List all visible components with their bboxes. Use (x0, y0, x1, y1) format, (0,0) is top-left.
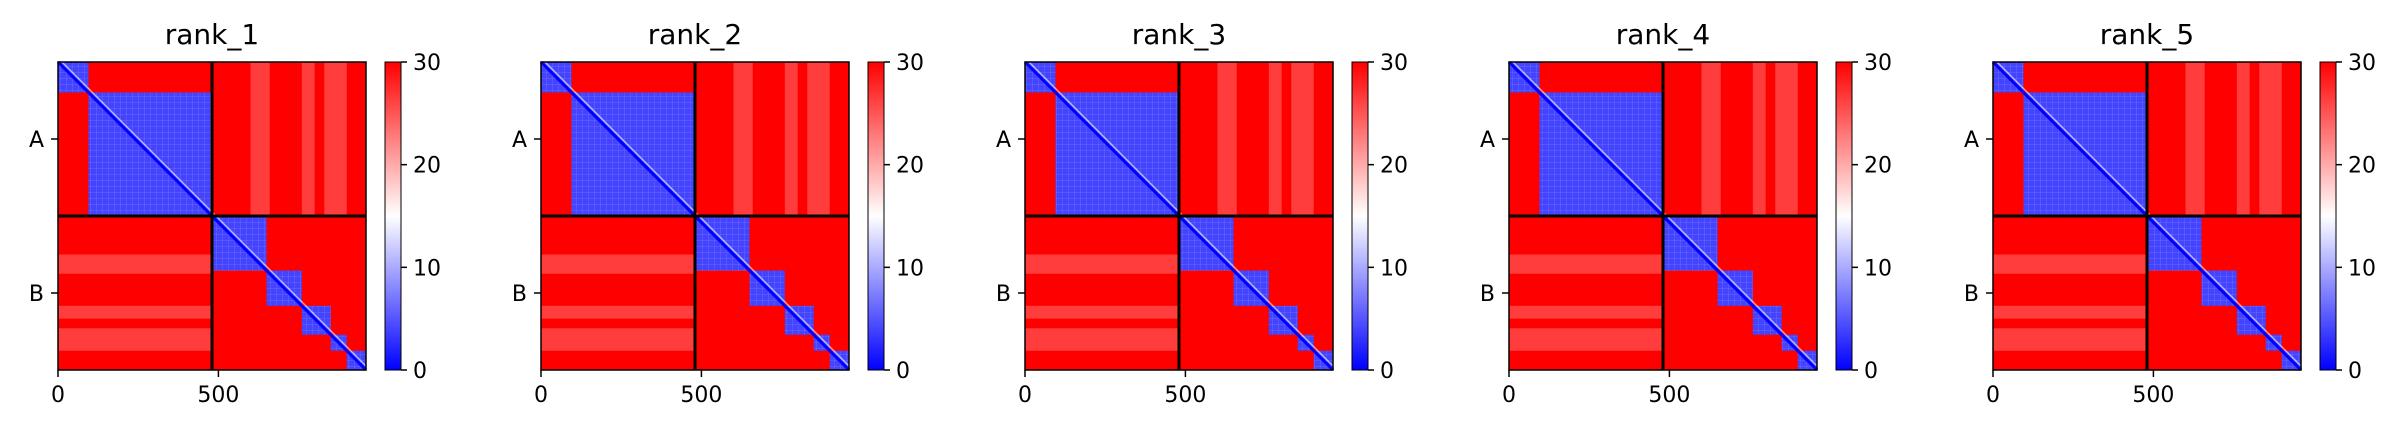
colorbar (2319, 61, 2337, 371)
inter-chain-streak (807, 62, 830, 216)
colorbar-tick-label: 0 (2348, 359, 2362, 384)
colorbar (867, 61, 885, 371)
chain-label: A (1480, 128, 1495, 153)
pae-panel-5: rank_5 0 500 A B 0 10 20 30 (1964, 18, 2376, 408)
chain-label: B (512, 282, 527, 307)
panel-title: rank_2 (648, 18, 742, 51)
panel-title: rank_5 (2100, 18, 2194, 51)
colorbar-tick-label: 0 (896, 359, 910, 384)
inter-chain-streak (1217, 62, 1237, 216)
x-tick-label: 500 (680, 383, 722, 408)
chain-label: A (29, 128, 44, 153)
inter-chain-streak (1025, 305, 1179, 319)
inter-chain-streak (2236, 62, 2250, 216)
colorbar (1835, 61, 1853, 371)
x-tick-label: 0 (534, 383, 548, 408)
inter-chain-streak (2259, 62, 2282, 216)
inter-chain-streak (301, 62, 315, 216)
inter-chain-streak (1509, 254, 1663, 274)
colorbar-tick-label: 10 (2348, 256, 2376, 281)
x-tick-label: 0 (51, 383, 65, 408)
inter-chain-streak (1509, 305, 1663, 319)
inter-chain-streak (1291, 62, 1314, 216)
inter-chain-streak (784, 62, 798, 216)
chain-label: B (1964, 282, 1979, 307)
pae-panel-3: rank_3 0 500 A B 0 10 20 30 (996, 18, 1408, 408)
colorbar-tick-label: 20 (1864, 154, 1892, 179)
colorbar-tick-label: 10 (896, 256, 924, 281)
x-tick-label: 500 (1648, 383, 1690, 408)
diagonal-highlight (1996, 61, 2302, 367)
colorbar-tick-label: 20 (896, 154, 924, 179)
x-tick-label: 500 (197, 383, 239, 408)
chain-label: A (1964, 128, 1979, 153)
pae-panel-4: rank_4 0 500 A B 0 10 20 30 (1480, 18, 1892, 408)
inter-chain-streak (1993, 254, 2147, 274)
inter-chain-streak (58, 328, 212, 351)
panel-title: rank_1 (165, 18, 259, 51)
colorbar-tick-label: 0 (1380, 359, 1394, 384)
colorbar-tick-label: 0 (413, 359, 427, 384)
panel-title: rank_3 (1132, 18, 1226, 51)
inter-chain-streak (1993, 305, 2147, 319)
inter-chain-streak (2185, 62, 2205, 216)
inter-chain-streak (1509, 328, 1663, 351)
inter-chain-streak (1775, 62, 1798, 216)
colorbar-tick-label: 0 (1864, 359, 1878, 384)
colorbar-tick-label: 10 (1864, 256, 1892, 281)
inter-chain-streak (58, 305, 212, 319)
colorbar-tick-label: 10 (1380, 256, 1408, 281)
x-tick-label: 500 (1164, 383, 1206, 408)
axes-frame (540, 61, 850, 371)
inter-chain-streak (58, 254, 212, 274)
colorbar-tick-label: 30 (2348, 51, 2376, 76)
inter-chain-streak (1752, 62, 1766, 216)
inter-chain-streak (1993, 328, 2147, 351)
colorbar-tick-label: 30 (896, 51, 924, 76)
colorbar-tick-label: 30 (413, 51, 441, 76)
inter-chain-streak (1701, 62, 1721, 216)
pae-panel-2: rank_2 0 500 A B 0 10 20 30 (512, 18, 924, 408)
panel-title: rank_4 (1616, 18, 1710, 51)
x-tick-label: 0 (1986, 383, 2000, 408)
inter-chain-streak (324, 62, 347, 216)
colorbar (1351, 61, 1369, 371)
x-tick-label: 500 (2132, 383, 2174, 408)
chain-label: B (29, 282, 44, 307)
axes-frame (1024, 61, 1334, 371)
colorbar-tick-label: 30 (1864, 51, 1892, 76)
diagonal-highlight (1512, 61, 1818, 367)
inter-chain-streak (1025, 254, 1179, 274)
axes-frame (57, 61, 367, 371)
diagonal-highlight (61, 61, 367, 367)
colorbar (384, 61, 402, 371)
axes-frame (1508, 61, 1818, 371)
colorbar-tick-label: 20 (2348, 154, 2376, 179)
inter-chain-streak (733, 62, 753, 216)
inter-chain-streak (1025, 328, 1179, 351)
diagonal-highlight (1028, 61, 1334, 367)
x-tick-label: 0 (1502, 383, 1516, 408)
colorbar-tick-label: 10 (413, 256, 441, 281)
inter-chain-streak (541, 328, 695, 351)
pae-panel-1: rank_1 0 500 A B 0 10 20 30 (29, 18, 441, 408)
inter-chain-streak (541, 254, 695, 274)
chain-label: A (996, 128, 1011, 153)
chain-label: A (512, 128, 527, 153)
chain-label: B (996, 282, 1011, 307)
x-tick-label: 0 (1018, 383, 1032, 408)
diagonal-highlight (544, 61, 850, 367)
colorbar-tick-label: 20 (1380, 154, 1408, 179)
chain-label: B (1480, 282, 1495, 307)
colorbar-tick-label: 30 (1380, 51, 1408, 76)
inter-chain-streak (250, 62, 270, 216)
colorbar-tick-label: 20 (413, 154, 441, 179)
inter-chain-streak (541, 305, 695, 319)
inter-chain-streak (1268, 62, 1282, 216)
axes-frame (1992, 61, 2302, 371)
